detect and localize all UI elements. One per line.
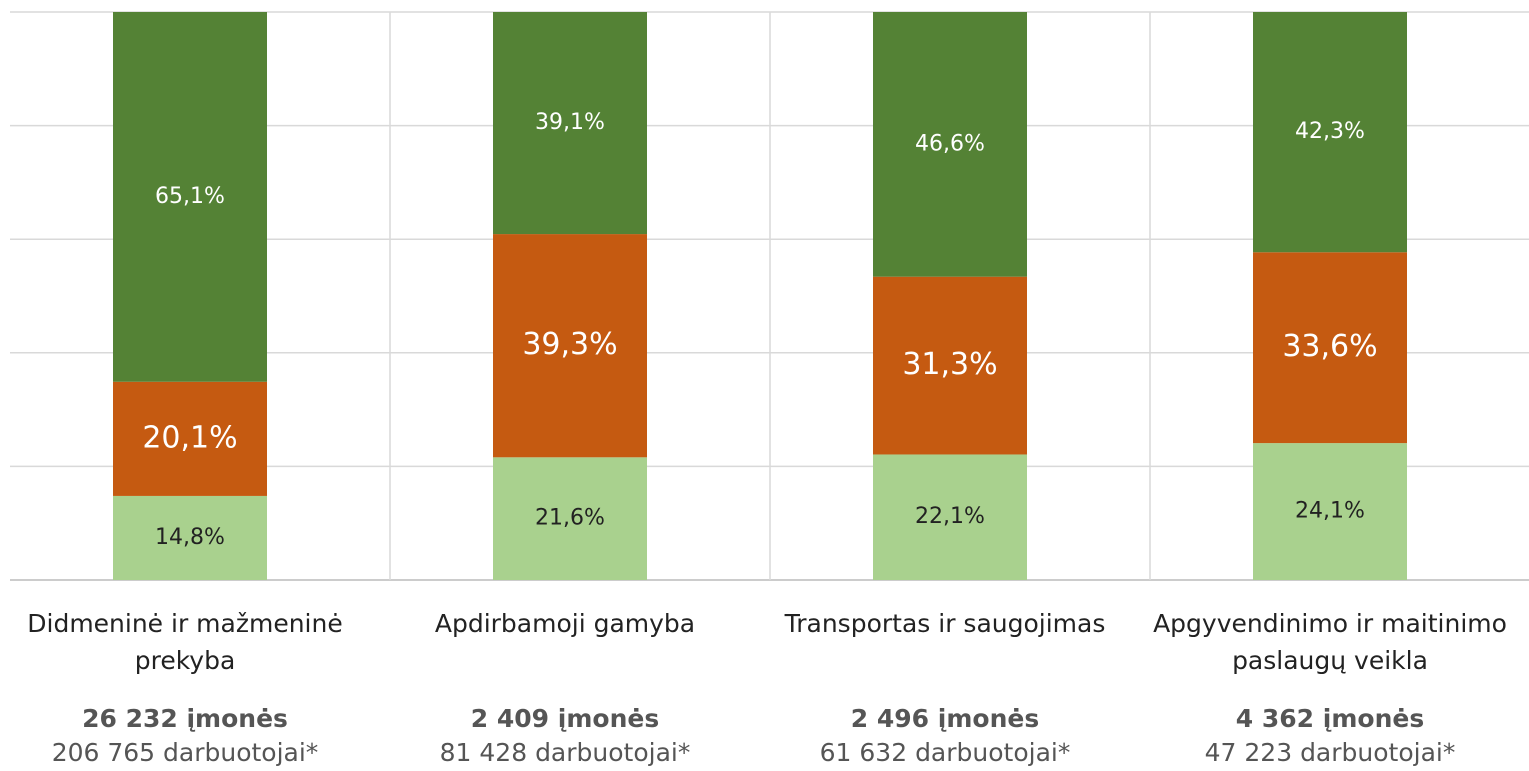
- bar-segment: [873, 454, 1027, 580]
- employees-label: 61 632 darbuotojai*: [819, 738, 1071, 767]
- bar-segment: [1253, 12, 1407, 253]
- category-label: Apgyvendinimo ir maitinimo paslaugų veik…: [1153, 609, 1507, 675]
- employees-label: 206 765 darbuotojai*: [51, 738, 319, 767]
- bar-segment: [493, 457, 647, 580]
- value-label: 14,8%: [155, 525, 225, 550]
- bar-segment: [493, 12, 647, 235]
- value-label: 22,1%: [915, 504, 985, 529]
- value-label: 65,1%: [155, 184, 225, 209]
- bar-segment: [113, 12, 267, 382]
- bar-segment: [1253, 443, 1407, 580]
- firms-label: 26 232 įmonės: [82, 704, 288, 733]
- employees-label: 47 223 darbuotojai*: [1204, 738, 1456, 767]
- value-label: 42,3%: [1295, 119, 1365, 144]
- bar-segment: [873, 276, 1027, 455]
- bar-segment: [113, 381, 267, 496]
- category-label: Didmeninė ir mažmeninė prekyba: [27, 609, 343, 675]
- category-label: Apdirbamoji gamyba: [434, 609, 696, 638]
- bar-segment: [873, 12, 1027, 277]
- bar-segment: [493, 234, 647, 458]
- bar-segment: [113, 495, 267, 580]
- value-label: 20,1%: [142, 420, 237, 455]
- firms-label: 2 496 įmonės: [850, 704, 1040, 733]
- value-label: 31,3%: [902, 347, 997, 382]
- value-label: 24,1%: [1295, 499, 1365, 524]
- firms-label: 4 362 įmonės: [1235, 704, 1425, 733]
- value-label: 21,6%: [535, 506, 605, 531]
- category-label: Transportas ir saugojimas: [784, 609, 1106, 638]
- firms-label: 2 409 įmonės: [470, 704, 660, 733]
- employees-label: 81 428 darbuotojai*: [439, 738, 691, 767]
- chart: 14,8% 20,1% 65,1% 21,6% 39,3% 39,1% 22,1% 31,3%…: [10, 11, 1529, 581]
- value-label: 39,1%: [535, 110, 605, 135]
- bar-segment: [1253, 252, 1407, 444]
- value-label: 39,3%: [522, 327, 617, 362]
- value-label: 46,6%: [915, 131, 985, 156]
- value-label: 33,6%: [1282, 329, 1377, 364]
